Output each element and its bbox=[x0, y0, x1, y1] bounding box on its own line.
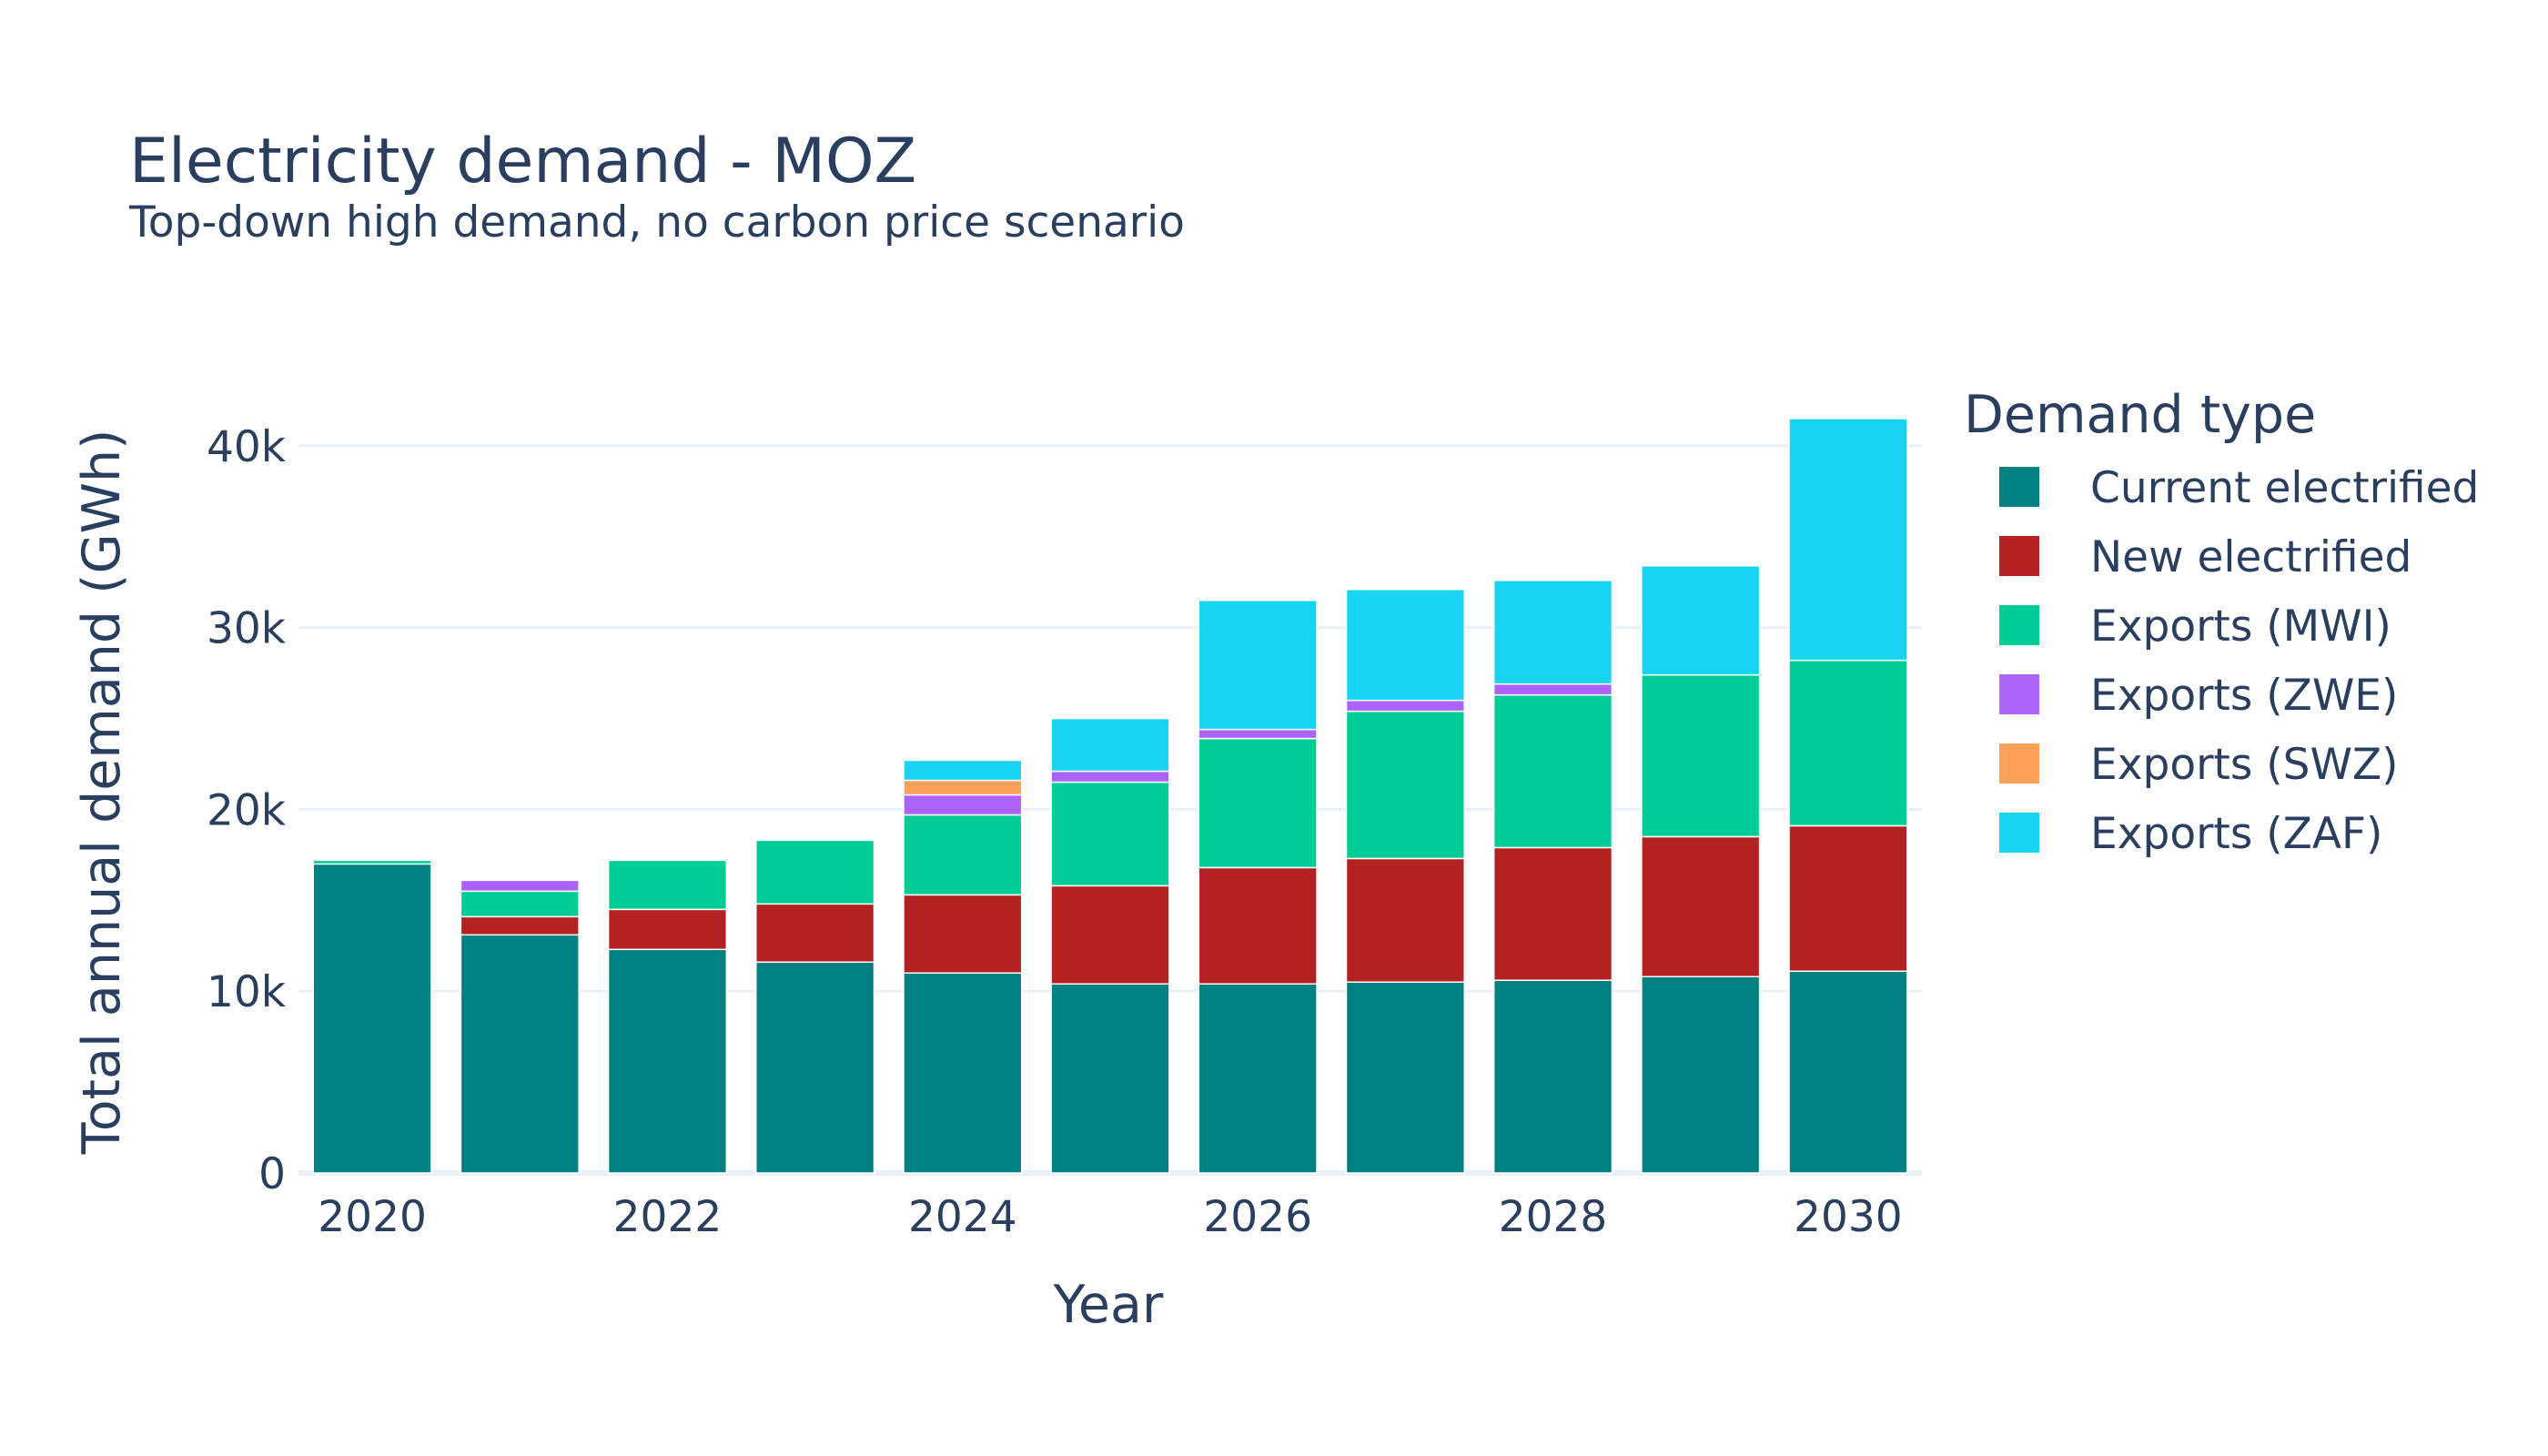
bar-segment bbox=[1641, 673, 1761, 838]
y-axis-ticks: 0 10k 20k 30k 40k bbox=[207, 422, 287, 1199]
legend-title: Demand type bbox=[1964, 385, 2316, 445]
legend-items: Current electrified New electrified Export… bbox=[1999, 463, 2479, 859]
bar-segment bbox=[312, 863, 432, 1174]
bar-segment bbox=[1198, 728, 1318, 740]
legend-label: Exports (ZAF) bbox=[2090, 809, 2382, 859]
y-tick-label: 20k bbox=[207, 785, 287, 835]
bar-segment bbox=[1641, 976, 1761, 1174]
x-tick-label: 2020 bbox=[318, 1192, 427, 1242]
legend-swatch bbox=[1999, 674, 2039, 714]
x-tick-label: 2030 bbox=[1794, 1192, 1903, 1242]
bar-segment bbox=[1492, 693, 1613, 849]
bar-segment bbox=[460, 879, 580, 893]
bar-segment bbox=[1345, 588, 1465, 702]
bar-segment bbox=[755, 903, 875, 964]
bar-segment bbox=[1492, 580, 1613, 685]
bar-segment bbox=[1198, 737, 1318, 869]
bar-segment bbox=[460, 890, 580, 918]
bar-segment bbox=[607, 948, 728, 1174]
bar-segment bbox=[1198, 599, 1318, 731]
bar-segment bbox=[460, 934, 580, 1174]
bar-segment bbox=[607, 908, 728, 951]
bar-segment bbox=[1345, 710, 1465, 860]
bar-segment bbox=[755, 839, 875, 905]
legend-label: Exports (ZWE) bbox=[2090, 671, 2398, 721]
bar-segment bbox=[1050, 983, 1170, 1174]
bar-segment bbox=[1050, 781, 1170, 887]
bar-segment bbox=[903, 972, 1023, 1174]
bar-segment bbox=[755, 961, 875, 1174]
x-tick-label: 2028 bbox=[1499, 1192, 1608, 1242]
bar-segment bbox=[460, 915, 580, 936]
legend-swatch bbox=[1999, 536, 2039, 576]
bar-segment bbox=[1345, 699, 1465, 713]
x-tick-label: 2022 bbox=[613, 1192, 723, 1242]
legend-label: Exports (SWZ) bbox=[2090, 740, 2398, 790]
bars bbox=[312, 418, 1908, 1174]
bar-segment bbox=[1345, 981, 1465, 1174]
bar-segment bbox=[1788, 970, 1908, 1174]
y-tick-label: 40k bbox=[207, 422, 287, 472]
bar-segment bbox=[1492, 979, 1613, 1174]
y-tick-label: 10k bbox=[207, 967, 287, 1017]
bar-segment bbox=[1198, 866, 1318, 985]
bar-segment bbox=[1050, 885, 1170, 985]
y-tick-label: 30k bbox=[207, 604, 287, 654]
bar-segment bbox=[1345, 857, 1465, 983]
chart-title: Electricity demand - MOZ bbox=[129, 126, 916, 197]
legend-swatch bbox=[1999, 813, 2039, 853]
bar-segment bbox=[903, 759, 1023, 782]
x-tick-label: 2026 bbox=[1203, 1192, 1312, 1242]
bar-segment bbox=[903, 794, 1023, 816]
y-tick-label: 0 bbox=[258, 1149, 286, 1199]
bar-segment bbox=[312, 859, 432, 865]
x-axis-label: Year bbox=[1053, 1275, 1164, 1335]
legend: Demand type Current electrified New elect… bbox=[1964, 385, 2479, 859]
bar-segment bbox=[1492, 846, 1613, 981]
legend-swatch bbox=[1999, 605, 2039, 645]
bar-segment bbox=[1492, 682, 1613, 696]
bar-segment bbox=[1641, 835, 1761, 978]
bar-segment bbox=[1788, 824, 1908, 973]
bar-segment bbox=[607, 859, 728, 911]
legend-label: Exports (MWI) bbox=[2090, 602, 2391, 652]
legend-label: Current electrified bbox=[2090, 463, 2479, 513]
bar-segment bbox=[1050, 717, 1170, 773]
bar-segment bbox=[1788, 659, 1908, 827]
bar-segment bbox=[1050, 770, 1170, 784]
x-axis-ticks: 2020 2022 2024 2026 2028 2030 bbox=[318, 1192, 1902, 1242]
legend-swatch bbox=[1999, 743, 2039, 784]
bar-segment bbox=[1198, 983, 1318, 1174]
x-tick-label: 2024 bbox=[908, 1192, 1017, 1242]
legend-swatch bbox=[1999, 467, 2039, 507]
y-axis-label: Total annual demand (GWh) bbox=[72, 430, 132, 1156]
bar-segment bbox=[1788, 418, 1908, 662]
legend-label: New electrified bbox=[2090, 532, 2412, 582]
bar-segment bbox=[1641, 565, 1761, 676]
chart-subtitle: Top-down high demand, no carbon price sc… bbox=[128, 197, 1185, 248]
bar-segment bbox=[903, 814, 1023, 896]
bar-segment bbox=[903, 779, 1023, 796]
bar-segment bbox=[903, 894, 1023, 975]
